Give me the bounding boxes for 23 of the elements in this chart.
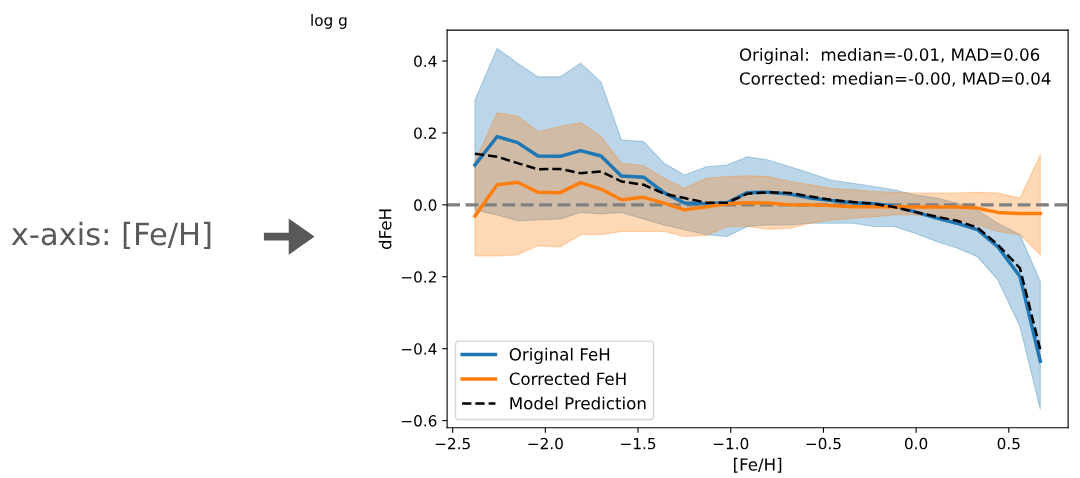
x-tick-label: −2.0 — [528, 437, 563, 450]
y-axis-title: dFeH — [378, 209, 392, 250]
x-tick-label: 0.5 — [997, 437, 1020, 450]
legend-label: Original FeH — [509, 347, 610, 364]
x-tick-label: −2.5 — [435, 437, 470, 450]
y-tick-label: 0.0 — [414, 199, 437, 211]
y-tick-label: −0.6 — [401, 415, 437, 427]
y-tick-label: −0.2 — [401, 271, 436, 283]
legend-label: Model Prediction — [510, 396, 646, 410]
annotation: Corrected: median=-0.00, MAD=0.04 — [739, 71, 1051, 87]
text: x-axis: [Fe/H] — [11, 221, 211, 250]
text: log g — [311, 14, 347, 29]
x-tick-label: −1.5 — [621, 438, 656, 450]
x-tick-label: 0.0 — [904, 437, 928, 450]
line-series — [473, 180, 1043, 218]
y-tick-label: 0.4 — [414, 55, 437, 68]
x-axis-title: [Fe/H] — [734, 457, 782, 473]
y-tick-label: 0.2 — [414, 127, 436, 139]
x-tick-label: −0.5 — [806, 437, 841, 450]
x-tick-label: −1.0 — [713, 437, 749, 450]
legend-label: Corrected FeH — [509, 372, 626, 386]
annotation: Original: median=-0.01, MAD=0.06 — [739, 48, 1040, 65]
y-tick-label: −0.4 — [401, 343, 437, 355]
